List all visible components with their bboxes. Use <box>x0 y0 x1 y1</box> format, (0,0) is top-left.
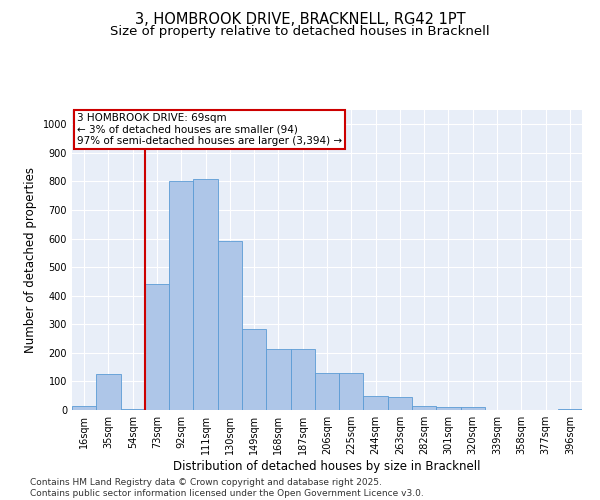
Bar <box>145 284 169 410</box>
Bar <box>558 408 582 410</box>
Text: 3, HOMBROOK DRIVE, BRACKNELL, RG42 1PT: 3, HOMBROOK DRIVE, BRACKNELL, RG42 1PT <box>134 12 466 28</box>
Text: Size of property relative to detached houses in Bracknell: Size of property relative to detached ho… <box>110 25 490 38</box>
Bar <box>461 407 485 410</box>
Bar <box>242 328 266 410</box>
X-axis label: Distribution of detached houses by size in Bracknell: Distribution of detached houses by size … <box>173 460 481 473</box>
Bar <box>266 348 290 410</box>
Text: Contains HM Land Registry data © Crown copyright and database right 2025.
Contai: Contains HM Land Registry data © Crown c… <box>30 478 424 498</box>
Bar <box>218 242 242 410</box>
Bar <box>364 396 388 410</box>
Bar <box>72 406 96 410</box>
Bar <box>290 348 315 410</box>
Bar <box>96 374 121 410</box>
Bar <box>315 373 339 410</box>
Text: 3 HOMBROOK DRIVE: 69sqm
← 3% of detached houses are smaller (94)
97% of semi-det: 3 HOMBROOK DRIVE: 69sqm ← 3% of detached… <box>77 113 342 146</box>
Bar <box>169 182 193 410</box>
Bar <box>388 397 412 410</box>
Bar <box>339 373 364 410</box>
Bar <box>121 408 145 410</box>
Bar <box>436 407 461 410</box>
Y-axis label: Number of detached properties: Number of detached properties <box>24 167 37 353</box>
Bar <box>193 178 218 410</box>
Bar <box>412 406 436 410</box>
